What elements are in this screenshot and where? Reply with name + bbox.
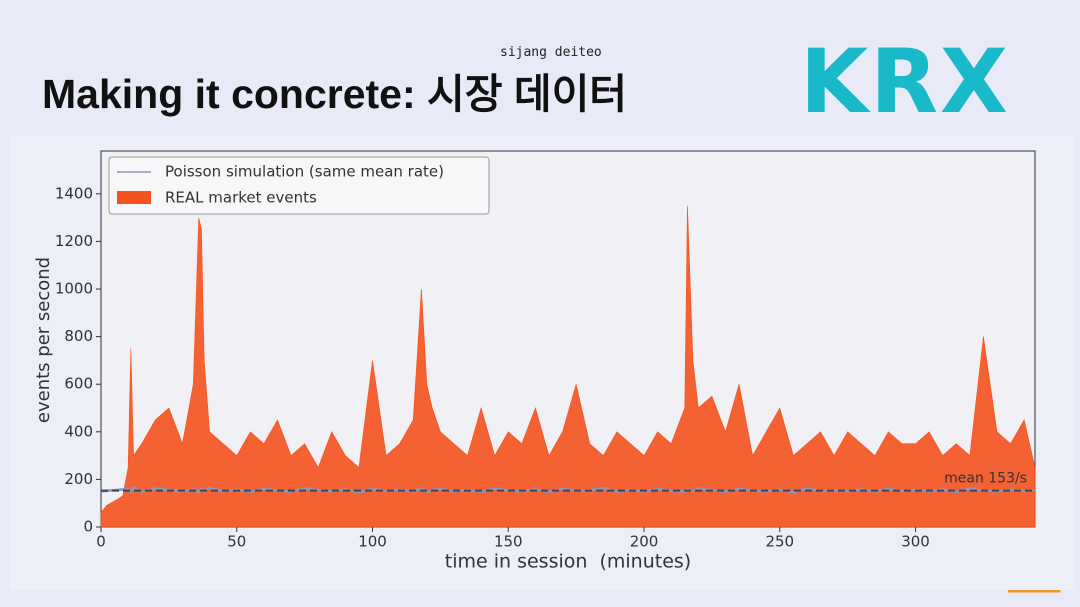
x-tick-label: 200 — [630, 533, 659, 551]
x-axis-label: time in session (minutes) — [445, 551, 691, 573]
x-tick-label: 100 — [358, 533, 387, 551]
y-axis-label: events per second — [33, 257, 54, 423]
romanization: sijang deiteo — [500, 45, 602, 60]
x-tick-label: 150 — [494, 533, 523, 551]
legend-label: REAL market events — [165, 189, 317, 207]
slide-title: Making it concrete: 시장 데이터 — [42, 71, 628, 117]
legend: Poisson simulation (same mean rate) REAL … — [108, 156, 490, 215]
y-tick-label: 800 — [64, 327, 93, 345]
y-tick-label: 0 — [83, 518, 93, 536]
legend-box — [108, 156, 490, 215]
x-tick-label: 50 — [227, 533, 246, 551]
y-tick-label: 1000 — [55, 280, 93, 298]
y-tick-label: 400 — [64, 422, 93, 440]
x-tick-label: 300 — [901, 533, 930, 551]
logo: KRX — [800, 30, 1010, 133]
x-tick-label: 250 — [765, 533, 794, 551]
y-tick-label: 1200 — [55, 232, 93, 250]
real-events-area — [100, 205, 1036, 528]
y-tick-label: 1400 — [55, 184, 93, 202]
y-tick-label: 600 — [64, 375, 93, 393]
x-tick-label: 0 — [96, 533, 106, 551]
y-tick-label: 200 — [64, 470, 93, 488]
legend-swatch — [117, 191, 151, 204]
mean-label: mean 153/s — [944, 471, 1027, 487]
legend-label: Poisson simulation (same mean rate) — [165, 163, 444, 181]
